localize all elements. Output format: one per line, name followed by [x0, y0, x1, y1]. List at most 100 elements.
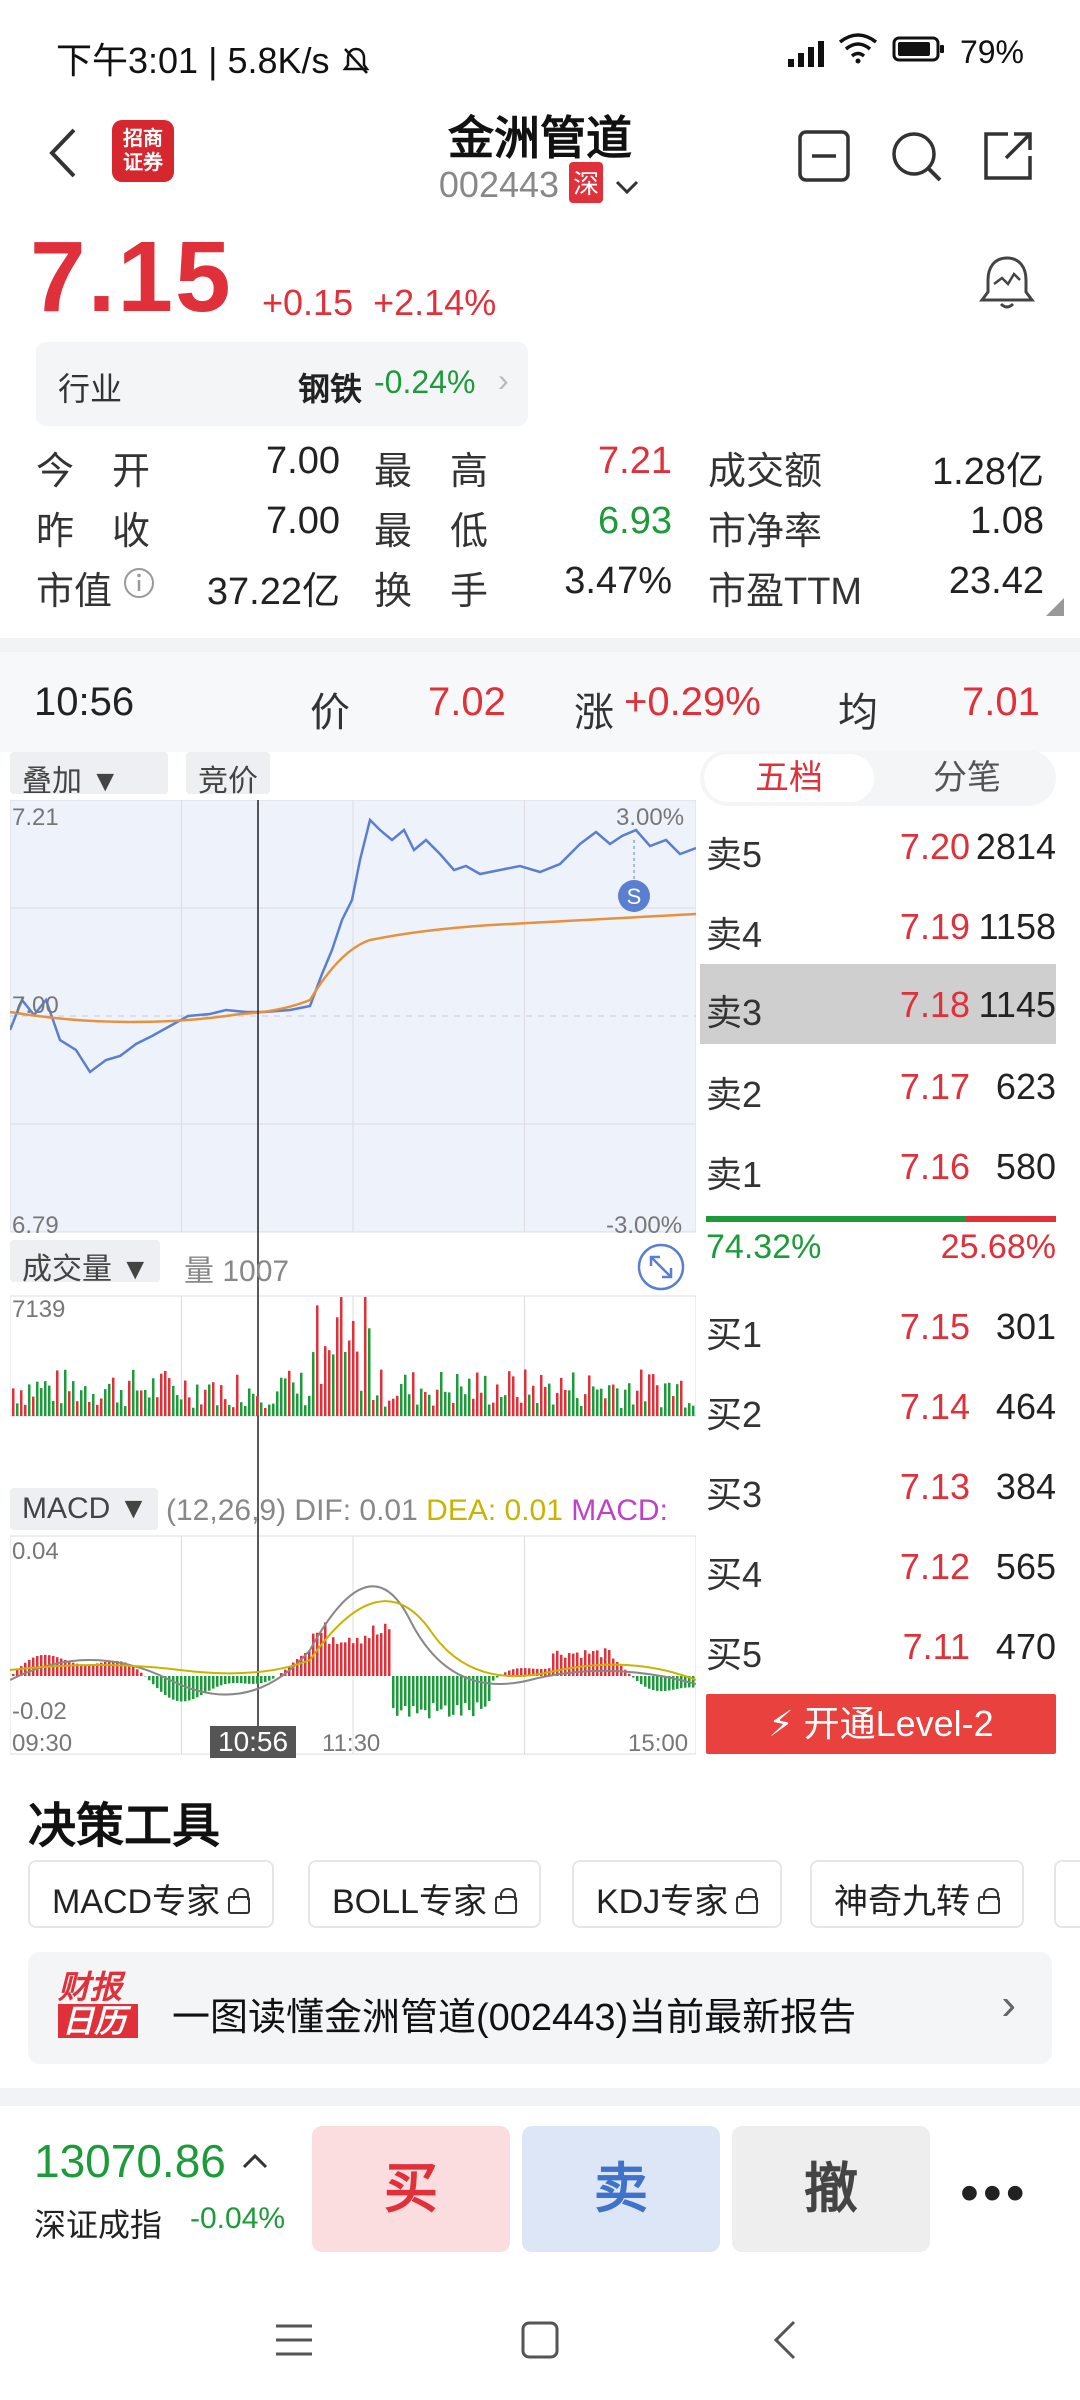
menu-icon[interactable] — [272, 2320, 316, 2360]
volume-bar — [488, 1404, 491, 1416]
volume-bar — [36, 1381, 39, 1416]
back-nav-icon[interactable] — [766, 2318, 806, 2362]
macd-axis-max: 0.04 — [12, 1538, 59, 1565]
index-ticker[interactable]: 13070.86 深证成指 -0.04% — [34, 2134, 285, 2243]
broker-logo: 招商证券 — [112, 120, 174, 182]
macd-bar — [388, 1629, 391, 1676]
report-banner[interactable]: 财报 日历 一图读懂金洲管道(002443)当前最新报告 › — [28, 1952, 1052, 2064]
volume-bar — [444, 1391, 447, 1416]
volume-bar — [244, 1405, 247, 1416]
expand-corner-icon[interactable] — [1044, 596, 1066, 618]
ask-row[interactable]: 卖1 7.16 580 — [706, 1146, 1056, 1195]
volume-bar — [184, 1380, 187, 1416]
industry-row[interactable]: 行业 钢铁 -0.24% › — [36, 342, 528, 426]
bid-row[interactable]: 买2 7.14 464 — [706, 1386, 1056, 1435]
minus-square-icon[interactable] — [796, 128, 852, 184]
bid-row[interactable]: 买1 7.15 301 — [706, 1306, 1056, 1355]
macd-legend: (12,26,9) DIF: 0.01 DEA: 0.01 MACD: — [166, 1494, 668, 1527]
macd-bar — [692, 1676, 695, 1688]
back-button[interactable] — [40, 118, 90, 188]
ask-row-highlighted[interactable]: 卖3 7.18 1145 — [700, 964, 1056, 1044]
volume-bar — [608, 1385, 611, 1416]
volume-bar — [688, 1403, 691, 1416]
volume-bar — [668, 1382, 671, 1416]
volume-bar — [692, 1405, 695, 1416]
ask-row[interactable]: 卖5 7.20 2814 — [706, 826, 1056, 875]
volume-bar — [404, 1374, 407, 1416]
macd-bar — [456, 1676, 459, 1706]
tab-five-levels[interactable]: 五档 — [704, 754, 874, 802]
macd-bar — [232, 1676, 235, 1684]
overlay-dropdown[interactable]: 叠加 ▼ — [10, 752, 168, 798]
home-icon[interactable] — [518, 2318, 562, 2362]
macd-bar — [152, 1676, 155, 1685]
volume-bar — [124, 1406, 127, 1416]
buy-button[interactable]: 买 — [312, 2126, 510, 2252]
dea-line — [10, 1600, 696, 1681]
tool-macd-expert[interactable]: MACD专家 — [28, 1860, 275, 1928]
volume-bar — [372, 1399, 375, 1416]
volume-bar — [640, 1369, 643, 1416]
volume-bar — [392, 1398, 395, 1416]
macd-bar — [440, 1676, 443, 1710]
volume-bar — [272, 1403, 275, 1416]
macd-bar — [272, 1676, 275, 1679]
volume-bar — [232, 1407, 235, 1416]
macd-bar — [20, 1666, 23, 1676]
macd-bar — [660, 1676, 663, 1692]
macd-bar — [556, 1650, 559, 1676]
volume-bar — [280, 1377, 283, 1416]
tool-more-partial[interactable] — [1054, 1860, 1080, 1928]
volume-bar — [80, 1390, 83, 1416]
volume-bar — [216, 1405, 219, 1416]
share-icon[interactable] — [980, 128, 1036, 184]
volume-dropdown[interactable]: 成交量 ▼ — [10, 1240, 160, 1286]
tool-magic-nine[interactable]: 神奇九转 — [810, 1860, 1024, 1928]
macd-bar — [240, 1676, 243, 1684]
fullscreen-icon[interactable] — [636, 1242, 686, 1297]
macd-bar — [108, 1661, 111, 1676]
macd-bar — [540, 1668, 543, 1676]
bid-row[interactable]: 买5 7.11 470 — [706, 1626, 1056, 1675]
price-block: 7.15 +0.15 +2.14% — [30, 220, 496, 335]
sell-marker — [618, 880, 650, 912]
bid-row[interactable]: 买3 7.13 384 — [706, 1466, 1056, 1515]
intraday-chart[interactable]: S — [10, 800, 696, 1800]
status-time: 下午3:01 — [56, 40, 199, 81]
volume-bar — [648, 1374, 651, 1416]
price-change: +0.15 +2.14% — [262, 282, 496, 324]
sell-button[interactable]: 卖 — [522, 2126, 720, 2252]
macd-bar — [344, 1642, 347, 1676]
open-level2-button[interactable]: ⚡ 开通Level-2 — [706, 1694, 1056, 1754]
macd-bar — [88, 1664, 91, 1676]
volume-bar — [524, 1369, 527, 1416]
macd-bar — [220, 1676, 223, 1686]
macd-bar — [664, 1676, 667, 1691]
macd-bar — [412, 1676, 415, 1707]
volume-bar — [276, 1391, 279, 1416]
tool-kdj-expert[interactable]: KDJ专家 — [572, 1860, 783, 1928]
cancel-order-button[interactable]: 撤 — [732, 2126, 930, 2252]
bid-row[interactable]: 买4 7.12 565 — [706, 1546, 1056, 1595]
tool-boll-expert[interactable]: BOLL专家 — [308, 1860, 541, 1928]
volume-bar — [480, 1392, 483, 1416]
ask-row[interactable]: 卖2 7.17 623 — [706, 1066, 1056, 1115]
more-button[interactable]: ••• — [960, 2163, 1029, 2223]
info-icon[interactable] — [122, 566, 156, 610]
macd-bar — [308, 1650, 311, 1676]
price-alert-bell-icon[interactable] — [976, 252, 1038, 314]
macd-dropdown[interactable]: MACD ▼ — [10, 1488, 158, 1530]
intraday-chart-area[interactable]: 叠加 ▼ 竞价 S 7.21 7.00 6.79 3.00% -3.00% 成交… — [0, 752, 700, 1762]
tab-tick-trades[interactable]: 分笔 — [933, 759, 1001, 797]
auction-toggle[interactable]: 竞价 — [186, 752, 270, 798]
stock-code-selector[interactable]: 002443 深 — [0, 162, 1080, 206]
volume-bar — [612, 1384, 615, 1416]
volume-bar — [72, 1381, 75, 1416]
macd-bar — [332, 1637, 335, 1676]
pct-axis-min: -3.00% — [606, 1212, 683, 1239]
ask-row[interactable]: 卖4 7.19 1158 — [706, 906, 1056, 955]
search-icon[interactable] — [888, 128, 944, 184]
volume-bar — [300, 1372, 303, 1416]
volume-bar — [308, 1395, 311, 1416]
tools-section-title: 决策工具 — [28, 1800, 221, 1853]
